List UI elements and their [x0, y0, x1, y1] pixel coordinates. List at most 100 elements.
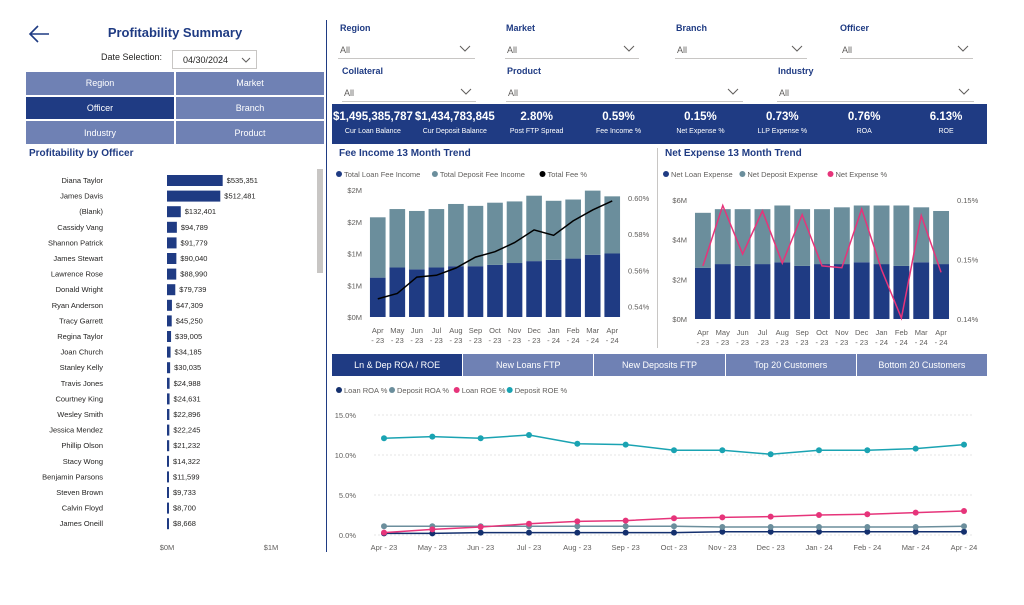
trend-line — [702, 203, 942, 321]
x-tick-label: Apr - 24 — [951, 543, 978, 552]
data-point — [912, 509, 919, 516]
officer-value-label: $79,739 — [179, 285, 206, 294]
legend-marker — [827, 171, 834, 177]
stack-bar-upper — [584, 190, 601, 255]
y2-tick-label: 0.54% — [628, 303, 650, 312]
stack-bar-upper — [389, 209, 406, 268]
officer-name-label: Stanley Kelly — [60, 363, 104, 372]
tab-officer[interactable]: Officer — [26, 96, 174, 120]
region-filter-label: Region — [340, 23, 371, 33]
officer-name-label: Lawrence Rose — [51, 270, 103, 279]
data-point — [816, 512, 822, 518]
data-point — [622, 523, 629, 530]
stack-bar-upper — [873, 205, 890, 265]
kpi-value: $1,495,385,787 — [332, 111, 413, 123]
stack-bar-lower — [913, 262, 930, 319]
data-point — [864, 511, 871, 518]
x-tick-label: - 23 — [776, 338, 789, 347]
stack-bar-lower — [774, 262, 791, 319]
stack-bar-lower — [428, 267, 445, 317]
legend-marker — [539, 171, 546, 177]
x-tick-label: - 23 — [855, 338, 868, 347]
chevron-down-icon — [957, 45, 969, 52]
data-point — [477, 524, 484, 530]
tab-top-20-customers[interactable]: Top 20 Customers — [725, 354, 856, 376]
y-tick-label: $1M — [347, 250, 362, 259]
officer-name-label: James Davis — [60, 192, 103, 201]
officer-name-label: Tracy Garrett — [59, 316, 104, 325]
stack-bar-lower — [933, 264, 950, 319]
y-tick-label: 5.0% — [339, 491, 356, 500]
fee-income-chart: Total Loan Fee Income Total Deposit Fee I… — [336, 170, 650, 345]
stack-bar-upper — [714, 209, 731, 265]
data-point — [961, 528, 967, 535]
industry-filter-dropdown[interactable]: All — [777, 83, 974, 102]
officer-name-label: Phillip Olson — [61, 441, 103, 450]
officer-name-label: Shannon Patrick — [48, 238, 103, 247]
tab-branch[interactable]: Branch — [176, 96, 324, 120]
net-expense-chart-title: Net Expense 13 Month Trend — [665, 148, 802, 159]
officer-bar — [167, 268, 177, 280]
x-tick-label: Jan — [548, 326, 560, 335]
officer-bar — [167, 346, 171, 358]
tab-ln-dep-roa-roe[interactable]: Ln & Dep ROA / ROE — [332, 354, 463, 376]
chevron-down-icon — [727, 88, 739, 95]
kpi-label: ROE — [938, 128, 954, 135]
kpi-value: 0.15% — [684, 111, 717, 123]
x-tick-label: Nov - 23 — [708, 543, 736, 552]
officer-value-label: $22,245 — [173, 426, 200, 435]
x-tick-label: May — [716, 328, 730, 337]
x-tick-label: - 24 — [875, 338, 888, 347]
tab-product[interactable]: Product — [176, 121, 324, 144]
market-filter-label: Market — [506, 23, 536, 33]
kpi-ftp-spread: 2.80% Post FTP Spread — [496, 104, 578, 144]
tab-market[interactable]: Market — [176, 72, 324, 95]
data-point — [574, 440, 581, 447]
product-filter-value: All — [508, 88, 519, 98]
officer-bar — [167, 284, 176, 296]
branch-filter-value: All — [677, 45, 688, 55]
stack-bar-upper — [774, 205, 791, 263]
stack-bar-upper — [487, 202, 503, 265]
officer-name-label: Ryan Anderson — [52, 301, 103, 310]
data-point — [526, 432, 532, 438]
market-filter-dropdown[interactable]: All — [505, 40, 639, 59]
legend-marker — [431, 171, 438, 177]
data-point — [671, 523, 677, 530]
y2-tick-label: 0.60% — [628, 194, 650, 203]
officer-value-label: $94,789 — [181, 223, 208, 232]
legend-marker — [336, 171, 342, 177]
officer-value-label: $11,599 — [173, 472, 200, 481]
officer-name-label: Jessica Mendez — [49, 426, 103, 435]
tab-bottom-20-customers[interactable]: Bottom 20 Customers — [856, 354, 987, 376]
product-filter-label: Product — [507, 66, 542, 76]
branch-filter-dropdown[interactable]: All — [675, 40, 807, 59]
date-selection-dropdown[interactable]: 04/30/2024 — [172, 50, 257, 69]
data-point — [574, 529, 581, 536]
tab-new-loans-ftp[interactable]: New Loans FTP — [463, 354, 594, 376]
series-line — [383, 510, 965, 534]
y-tick-label: $4M — [672, 236, 687, 245]
officer-name-label: James Oneill — [60, 519, 104, 528]
region-filter-dropdown[interactable]: All — [338, 40, 475, 59]
tab-industry[interactable]: Industry — [26, 121, 174, 144]
bottom-tab-bar: Ln & Dep ROA / ROE New Loans FTP New Dep… — [332, 354, 987, 376]
product-filter-dropdown[interactable]: All — [506, 83, 743, 102]
stack-bar-lower — [893, 265, 910, 319]
kpi-value: 0.73% — [766, 111, 799, 123]
data-point — [381, 529, 387, 536]
trend-line — [377, 200, 613, 300]
back-arrow-icon[interactable] — [27, 22, 51, 46]
kpi-roa: 0.76% ROA — [823, 104, 905, 144]
collateral-filter-dropdown[interactable]: All — [342, 83, 476, 102]
tab-new-deposits-ftp[interactable]: New Deposits FTP — [594, 354, 725, 376]
officer-filter-dropdown[interactable]: All — [840, 40, 973, 59]
net-expense-chart: Net Loan Expense Net Deposit Expense Net E… — [663, 170, 979, 347]
data-point — [526, 520, 532, 527]
x-tick-label: Feb — [895, 328, 908, 337]
stack-bar-upper — [694, 212, 711, 268]
tab-region[interactable]: Region — [26, 72, 174, 95]
stack-bar-lower — [545, 259, 562, 317]
officer-name-label: Wesley Smith — [57, 410, 103, 419]
x-tick-label: Apr — [606, 326, 618, 335]
